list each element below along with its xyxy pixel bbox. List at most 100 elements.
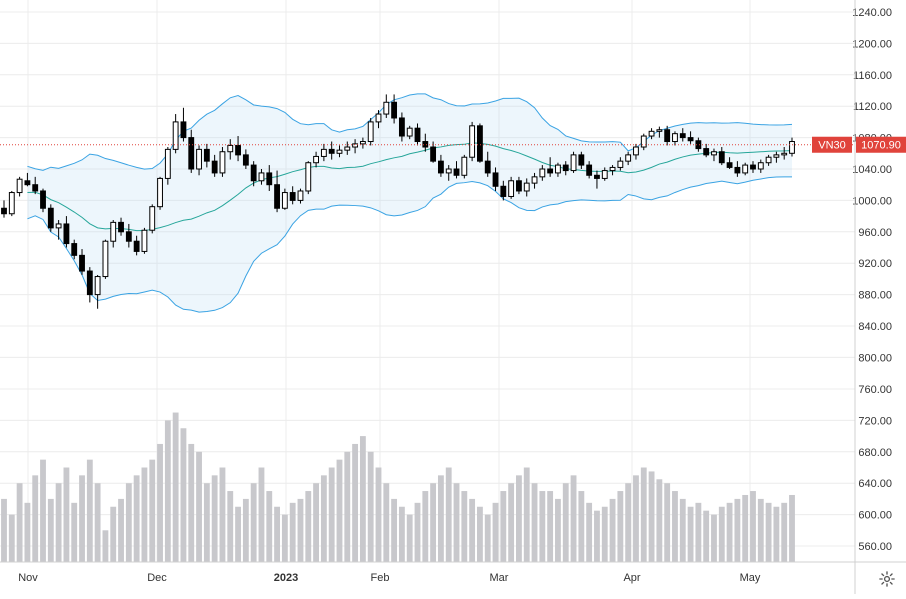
- candle-body-up: [297, 190, 304, 201]
- candle: [203, 143, 210, 168]
- candle-body-up: [383, 101, 390, 115]
- candle-body-down: [586, 164, 593, 176]
- candle-body-down: [188, 137, 195, 170]
- volume-bar: [484, 514, 491, 562]
- candle: [219, 147, 226, 177]
- candle-body-down: [118, 221, 124, 233]
- candle: [711, 148, 717, 162]
- volume-bar: [461, 491, 468, 562]
- candle-body-down: [422, 141, 429, 148]
- candle-body-up: [258, 172, 265, 182]
- volume-bar: [40, 459, 46, 562]
- candle-body-down: [718, 151, 725, 164]
- candle-body-down: [391, 101, 398, 119]
- volume-bar: [531, 483, 538, 562]
- volume-bar: [695, 502, 702, 562]
- candle: [242, 149, 249, 169]
- candle: [63, 216, 70, 248]
- settings-gear-icon[interactable]: [876, 568, 898, 590]
- candle-body-up: [94, 276, 101, 296]
- candle: [266, 165, 273, 191]
- candle-body-down: [250, 164, 257, 182]
- candle: [695, 137, 702, 152]
- candle-body-down: [79, 254, 85, 272]
- volume-bar: [687, 506, 694, 562]
- candle: [422, 133, 429, 152]
- volume-bar: [242, 498, 249, 562]
- candle: [430, 141, 437, 163]
- candle: [313, 151, 319, 168]
- candle: [679, 128, 686, 142]
- candle: [352, 139, 359, 154]
- candle: [398, 112, 405, 142]
- volume-tick-label: 760.00: [858, 384, 892, 396]
- candle: [601, 167, 608, 181]
- candle-body-up: [617, 160, 624, 168]
- candle-body-up: [640, 135, 647, 148]
- candle: [656, 126, 663, 138]
- volume-bar: [430, 483, 437, 562]
- volume-bar: [508, 483, 515, 562]
- volume-bar: [516, 475, 522, 562]
- candle: [633, 143, 639, 160]
- candle-body-up: [164, 148, 171, 179]
- candle: [391, 94, 398, 124]
- candle-body-up: [227, 144, 234, 153]
- candle: [149, 204, 156, 234]
- candle: [141, 227, 148, 254]
- volume-bar: [781, 502, 788, 562]
- volume-bar: [453, 483, 460, 562]
- candle-body-down: [437, 160, 444, 174]
- volume-bar: [757, 498, 764, 562]
- volume-bar: [328, 467, 335, 562]
- candle-body-down: [24, 180, 31, 186]
- candle: [55, 220, 62, 240]
- candle-body-up: [149, 206, 156, 231]
- candle-body-up: [172, 121, 179, 150]
- candle-body-up: [789, 141, 795, 154]
- price-tick-label: 800.00: [858, 352, 892, 364]
- volume-bar: [94, 483, 101, 562]
- volume-bar: [157, 443, 163, 562]
- volume-bar: [664, 483, 671, 562]
- candle: [133, 235, 140, 256]
- candle-body-down: [86, 270, 93, 296]
- volume-bar: [133, 475, 140, 562]
- candle: [164, 147, 171, 185]
- candle-body-up: [742, 164, 749, 174]
- x-axis-label: Dec: [147, 572, 167, 584]
- volume-bars: [1, 412, 795, 562]
- x-axis-label: May: [740, 572, 761, 584]
- x-axis-label: Apr: [623, 572, 640, 584]
- candle: [570, 151, 577, 173]
- volume-bar: [110, 506, 117, 562]
- candle: [625, 151, 632, 166]
- candle: [227, 139, 234, 160]
- volume-bar: [235, 506, 241, 562]
- candle: [71, 239, 78, 260]
- candle: [281, 188, 288, 210]
- candle: [734, 161, 741, 177]
- candle-body-down: [453, 168, 460, 176]
- candle: [102, 239, 109, 279]
- candle: [648, 128, 655, 140]
- candle: [523, 178, 530, 197]
- x-axis-label: 2023: [274, 572, 298, 584]
- volume-bar: [562, 483, 569, 562]
- candle-body-up: [336, 149, 343, 154]
- volume-bar: [594, 510, 600, 562]
- candle-body-up: [609, 166, 616, 172]
- candle-body-down: [664, 129, 671, 143]
- volume-bar: [55, 483, 62, 562]
- candle: [469, 121, 476, 162]
- candle: [86, 267, 93, 303]
- volume-bar: [32, 475, 39, 562]
- candle-body-down: [133, 240, 140, 252]
- candle: [414, 123, 421, 146]
- candle-body-down: [32, 184, 39, 192]
- candle: [94, 274, 101, 309]
- candle: [500, 180, 507, 201]
